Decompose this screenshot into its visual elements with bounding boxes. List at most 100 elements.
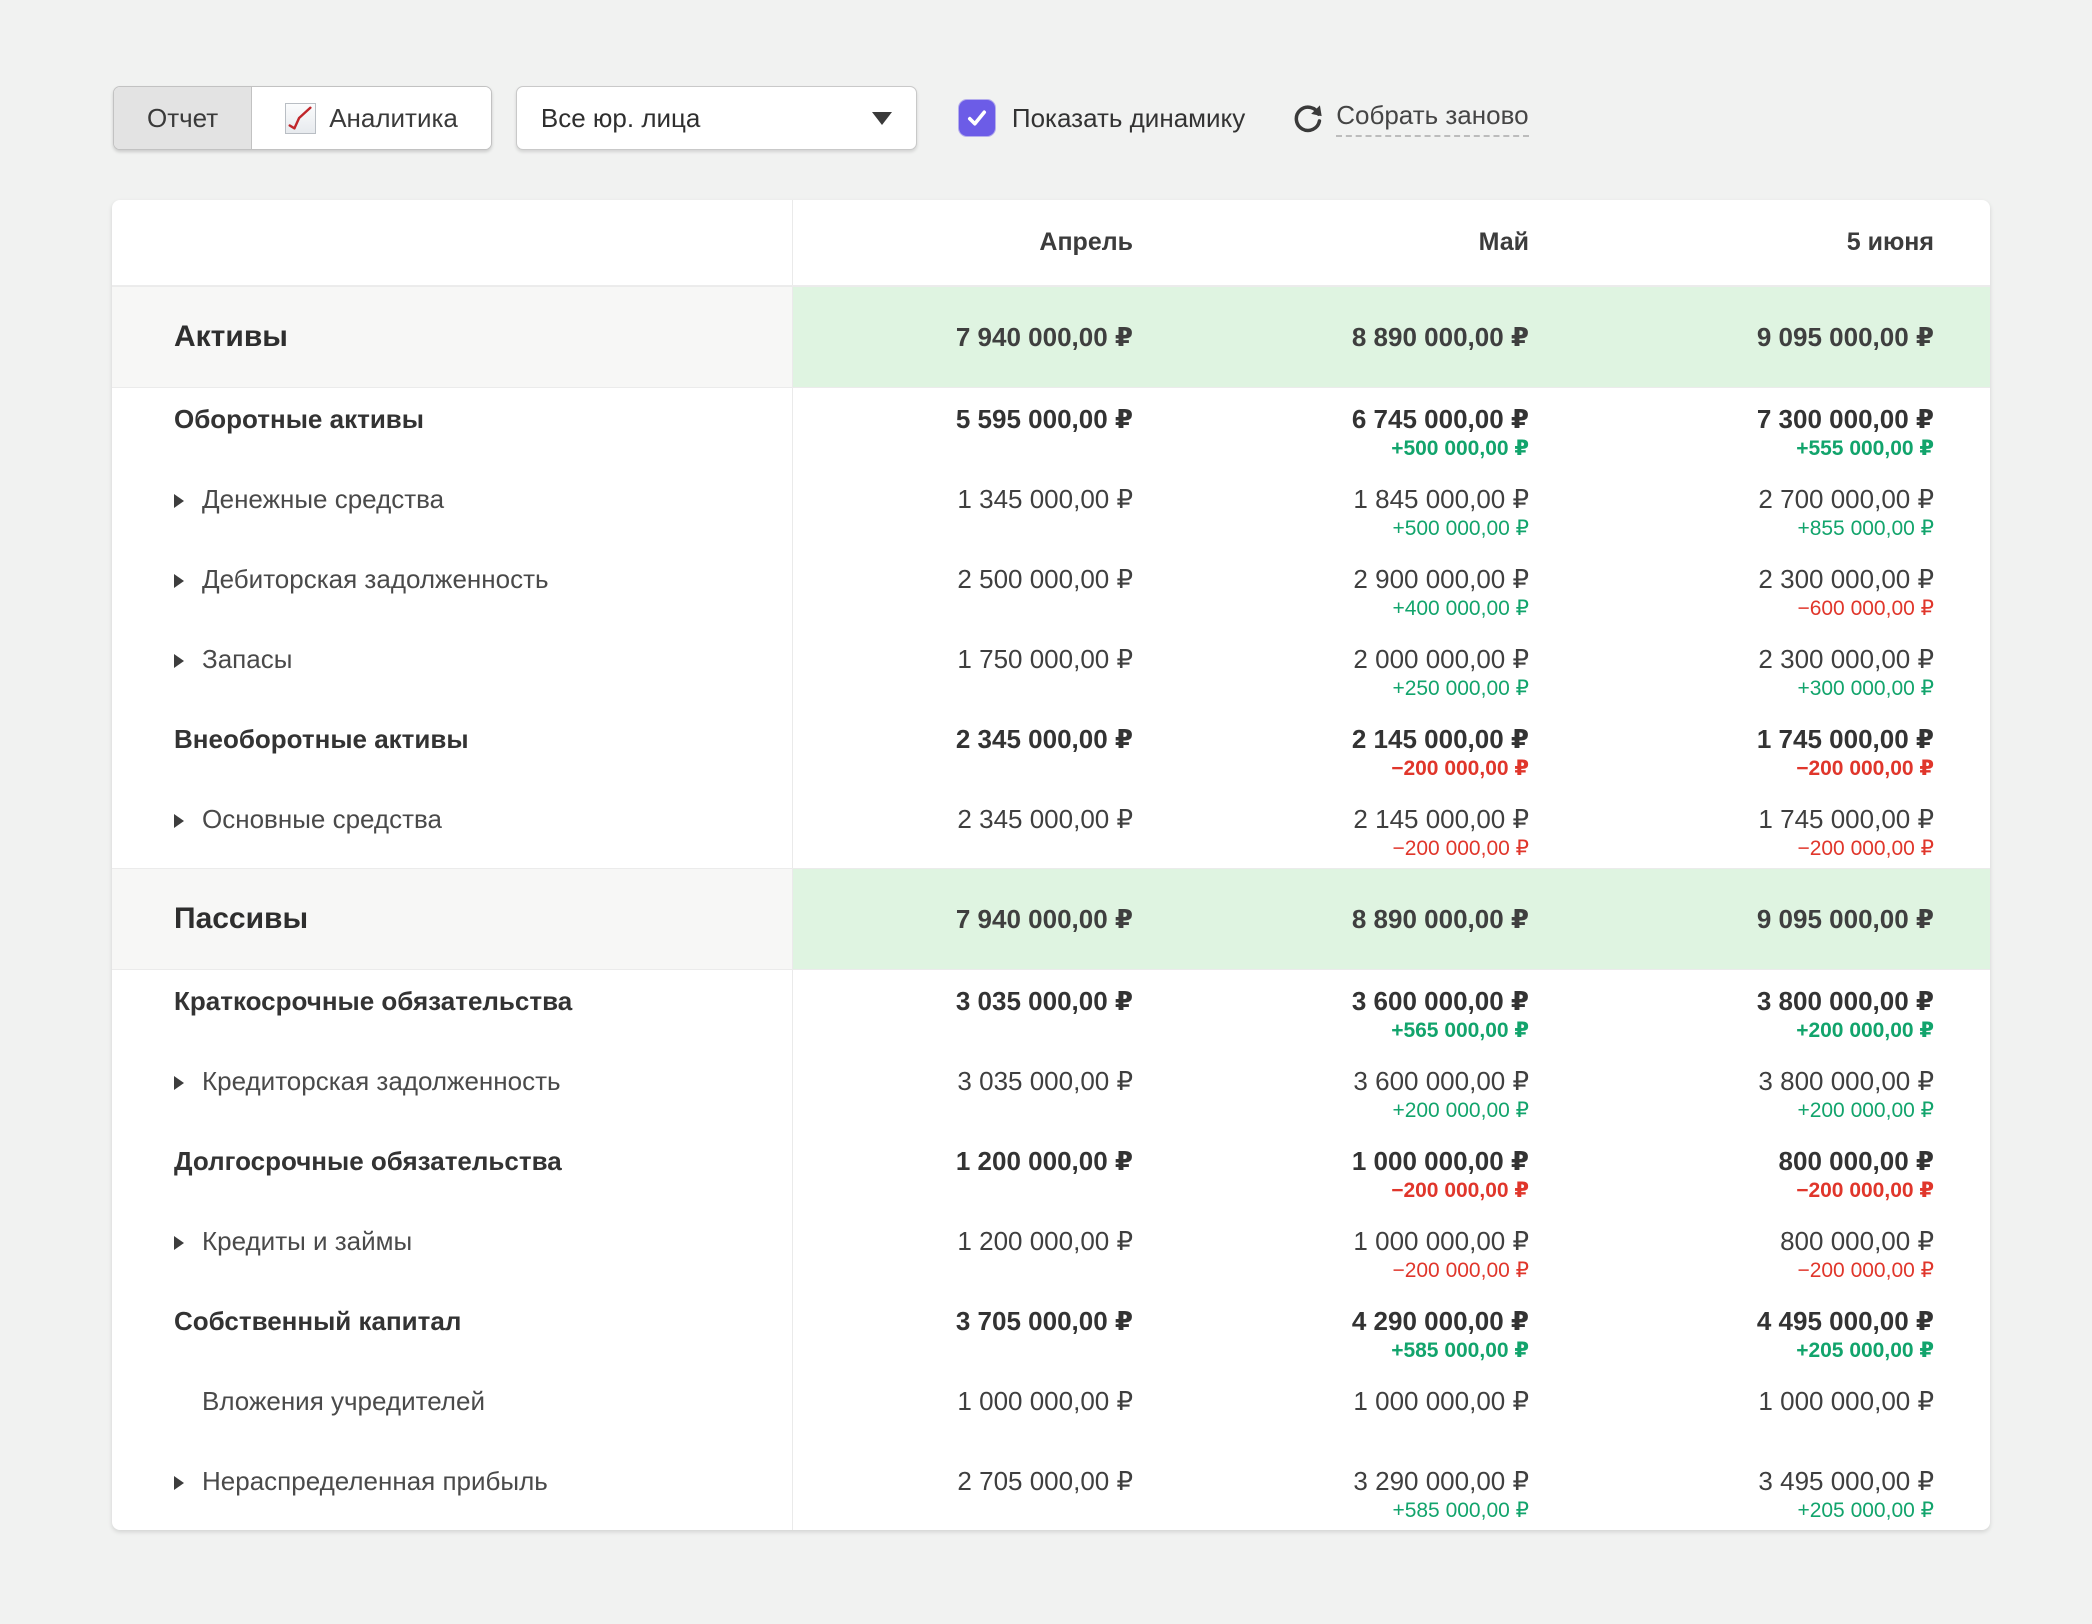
cell-amount: 3 705 000,00 ₽	[955, 1306, 1133, 1336]
value-cell: 3 600 000,00 ₽ +200 000,00 ₽	[1189, 1050, 1585, 1130]
value-cell: 2 900 000,00 ₽ +400 000,00 ₽	[1189, 548, 1585, 628]
rebuild-label: Собрать заново	[1336, 100, 1529, 137]
table-body: Активы 7 940 000,00 ₽ 8 890 000,00 ₽ 9 095 …	[112, 286, 1990, 1530]
entity-select[interactable]: Все юр. лица	[515, 86, 917, 150]
toolbar: Отчет Аналитика Все юр. лица Показать ди…	[113, 86, 1529, 150]
tab-analytics[interactable]: Аналитика	[252, 87, 491, 149]
expander-icon[interactable]	[174, 814, 184, 828]
cell-delta: −200 000,00 ₽	[1392, 1259, 1529, 1282]
table-row: Дебиторская задолженность 2 500 000,00 ₽ 2…	[112, 548, 1990, 628]
value-cell: 9 095 000,00 ₽	[1585, 287, 1990, 387]
cell-amount: 7 940 000,00 ₽	[955, 322, 1133, 352]
row-label: Нераспределенная прибыль	[202, 1466, 548, 1496]
row-label: Долгосрочные обязательства	[174, 1146, 562, 1176]
show-dynamics-checkbox[interactable]	[958, 100, 995, 136]
value-cell: 3 705 000,00 ₽	[793, 1290, 1189, 1370]
table-row: Кредиты и займы 1 200 000,00 ₽ 1 000 000,0…	[112, 1210, 1990, 1290]
row-label-cell: Долгосрочные обязательства	[112, 1130, 793, 1210]
cell-delta: +205 000,00 ₽	[1797, 1499, 1934, 1522]
value-cell: 3 600 000,00 ₽ +565 000,00 ₽	[1189, 970, 1585, 1050]
value-cell: 2 700 000,00 ₽ +855 000,00 ₽	[1585, 468, 1990, 548]
column-header-may: Май	[1478, 228, 1529, 256]
cell-delta: −200 000,00 ₽	[1796, 757, 1934, 780]
cell-amount: 3 800 000,00 ₽	[1756, 986, 1934, 1016]
table-row: Внеоборотные активы 2 345 000,00 ₽ 2 145 0…	[112, 708, 1990, 788]
value-cell: 3 035 000,00 ₽	[793, 1050, 1189, 1130]
cell-amount: 3 600 000,00 ₽	[1353, 1066, 1529, 1096]
tab-report-label: Отчет	[147, 102, 219, 133]
refresh-icon	[1291, 102, 1324, 135]
cell-delta: −200 000,00 ₽	[1392, 837, 1529, 860]
row-label-cell: Кредиторская задолженность	[112, 1050, 793, 1130]
value-cell: 800 000,00 ₽ −200 000,00 ₽	[1585, 1130, 1990, 1210]
value-cell: 3 495 000,00 ₽ +205 000,00 ₽	[1585, 1450, 1990, 1530]
row-label: Кредиты и займы	[202, 1226, 413, 1256]
cell-amount: 800 000,00 ₽	[1780, 1226, 1934, 1256]
cell-amount: 2 145 000,00 ₽	[1351, 724, 1529, 754]
cell-delta: +200 000,00 ₽	[1797, 1099, 1934, 1122]
cell-delta: +585 000,00 ₽	[1391, 1339, 1529, 1362]
cell-amount: 3 035 000,00 ₽	[955, 986, 1133, 1016]
value-cell: 2 145 000,00 ₽ −200 000,00 ₽	[1189, 788, 1585, 868]
cell-amount: 2 300 000,00 ₽	[1758, 644, 1934, 674]
row-label-cell: Нераспределенная прибыль	[112, 1450, 793, 1530]
cell-amount: 3 495 000,00 ₽	[1758, 1466, 1934, 1496]
expander-icon[interactable]	[174, 654, 184, 668]
cell-amount: 4 290 000,00 ₽	[1351, 1306, 1529, 1336]
expander-icon[interactable]	[174, 574, 184, 588]
value-cell: 2 705 000,00 ₽	[793, 1450, 1189, 1530]
row-label-cell: Вложения учредителей	[112, 1370, 793, 1450]
expander-icon[interactable]	[174, 1476, 184, 1490]
value-cell: 2 145 000,00 ₽ −200 000,00 ₽	[1189, 708, 1585, 788]
value-cell: 1 000 000,00 ₽	[1189, 1370, 1585, 1450]
value-cell: 1 345 000,00 ₽	[793, 468, 1189, 548]
expander-icon[interactable]	[174, 1236, 184, 1250]
expander-icon[interactable]	[174, 1076, 184, 1090]
row-label-cell: Оборотные активы	[112, 388, 793, 468]
cell-amount: 1 745 000,00 ₽	[1758, 804, 1934, 834]
table-row: Денежные средства 1 345 000,00 ₽ 1 845 000…	[112, 468, 1990, 548]
cell-amount: 1 750 000,00 ₽	[957, 644, 1133, 674]
row-label: Пассивы	[174, 902, 309, 935]
row-label: Оборотные активы	[174, 404, 424, 434]
value-cell: 2 345 000,00 ₽	[793, 788, 1189, 868]
tab-report[interactable]: Отчет	[114, 87, 253, 149]
cell-delta: −200 000,00 ₽	[1391, 757, 1529, 780]
column-header-april: Апрель	[1039, 228, 1133, 256]
table-row: Основные средства 2 345 000,00 ₽ 2 145 000…	[112, 788, 1990, 868]
value-cell: 8 890 000,00 ₽	[1189, 869, 1585, 969]
cell-amount: 2 700 000,00 ₽	[1758, 484, 1934, 514]
cell-amount: 9 095 000,00 ₽	[1756, 322, 1934, 352]
cell-delta: +300 000,00 ₽	[1797, 677, 1934, 700]
cell-delta: +855 000,00 ₽	[1797, 517, 1934, 540]
column-header-june5: 5 июня	[1846, 228, 1934, 256]
rebuild-button[interactable]: Собрать заново	[1291, 100, 1529, 137]
row-label-cell: Дебиторская задолженность	[112, 548, 793, 628]
value-cell: 1 745 000,00 ₽ −200 000,00 ₽	[1585, 788, 1990, 868]
cell-amount: 1 000 000,00 ₽	[1353, 1386, 1529, 1416]
row-label-cell: Денежные средства	[112, 468, 793, 548]
row-label-cell: Кредиты и займы	[112, 1210, 793, 1290]
value-cell: 8 890 000,00 ₽	[1189, 287, 1585, 387]
cell-amount: 2 300 000,00 ₽	[1758, 564, 1934, 594]
cell-amount: 3 600 000,00 ₽	[1351, 986, 1529, 1016]
cell-amount: 1 845 000,00 ₽	[1353, 484, 1529, 514]
table-row: Вложения учредителей 1 000 000,00 ₽ 1 000 …	[112, 1370, 1990, 1450]
value-cell: 2 300 000,00 ₽ +300 000,00 ₽	[1585, 628, 1990, 708]
table-row: Оборотные активы 5 595 000,00 ₽ 6 745 000,…	[112, 388, 1990, 468]
expander-icon[interactable]	[174, 494, 184, 508]
cell-delta: +555 000,00 ₽	[1796, 437, 1934, 460]
value-cell: 3 035 000,00 ₽	[793, 970, 1189, 1050]
row-label: Вложения учредителей	[202, 1386, 485, 1416]
show-dynamics-toggle[interactable]: Показать динамику	[958, 100, 1245, 136]
row-label-cell: Пассивы	[112, 869, 793, 969]
cell-delta: +205 000,00 ₽	[1796, 1339, 1934, 1362]
value-cell: 1 845 000,00 ₽ +500 000,00 ₽	[1189, 468, 1585, 548]
value-cell: 7 300 000,00 ₽ +555 000,00 ₽	[1585, 388, 1990, 468]
value-cell: 3 800 000,00 ₽ +200 000,00 ₽	[1585, 1050, 1990, 1130]
row-label-cell: Собственный капитал	[112, 1290, 793, 1370]
cell-amount: 2 000 000,00 ₽	[1353, 644, 1529, 674]
cell-amount: 3 800 000,00 ₽	[1758, 1066, 1934, 1096]
cell-amount: 3 035 000,00 ₽	[957, 1066, 1133, 1096]
cell-delta: −200 000,00 ₽	[1796, 1179, 1934, 1202]
